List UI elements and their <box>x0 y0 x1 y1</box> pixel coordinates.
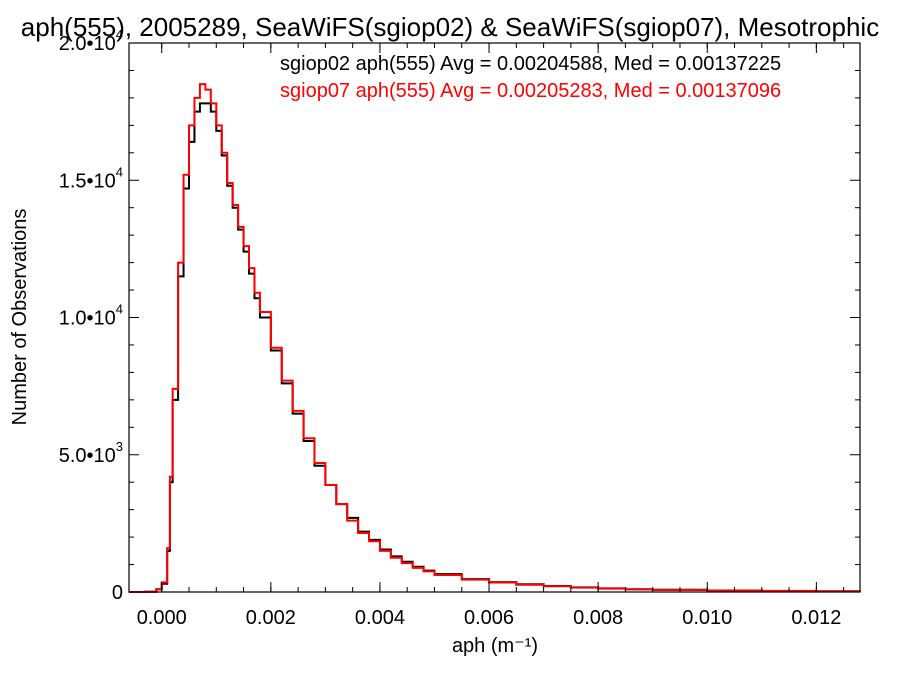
x-axis-ticks: 0.000 0.002 0.004 0.006 0.008 0.010 0.012 <box>137 43 845 629</box>
x-tick-label-4: 0.008 <box>573 607 623 629</box>
y-tick-label-0: 0 <box>112 582 123 604</box>
x-tick-label-5: 0.010 <box>682 607 732 629</box>
y-axis-label: Number of Observations <box>9 209 31 426</box>
y-tick-label-2: 1.0•104 <box>59 302 123 330</box>
x-tick-label-2: 0.004 <box>355 607 405 629</box>
x-axis-label: aph (m⁻¹) <box>452 635 538 657</box>
y-tick-label-3: 1.5•104 <box>59 164 123 192</box>
y-tick-label-1: 5.0•103 <box>59 439 123 467</box>
series-layer <box>129 83 861 593</box>
x-tick-label-1: 0.002 <box>246 607 296 629</box>
x-tick-label-6: 0.012 <box>791 607 841 629</box>
chart-title: aph(555), 2005289, SeaWiFS(sgiop02) & Se… <box>21 12 879 42</box>
y-tick-label-4: 2.0•104 <box>59 27 123 55</box>
series-line-1 <box>129 83 861 593</box>
x-tick-label-0: 0.000 <box>137 607 187 629</box>
x-tick-label-3: 0.006 <box>464 607 514 629</box>
legend-entry-sgiop07: sgiop07 aph(555) Avg = 0.00205283, Med =… <box>280 80 781 102</box>
y-axis-ticks: 0 5.0•103 1.0•104 1.5•104 2.0•104 <box>59 27 860 604</box>
legend-entry-sgiop02: sgiop02 aph(555) Avg = 0.00204588, Med =… <box>280 53 781 75</box>
